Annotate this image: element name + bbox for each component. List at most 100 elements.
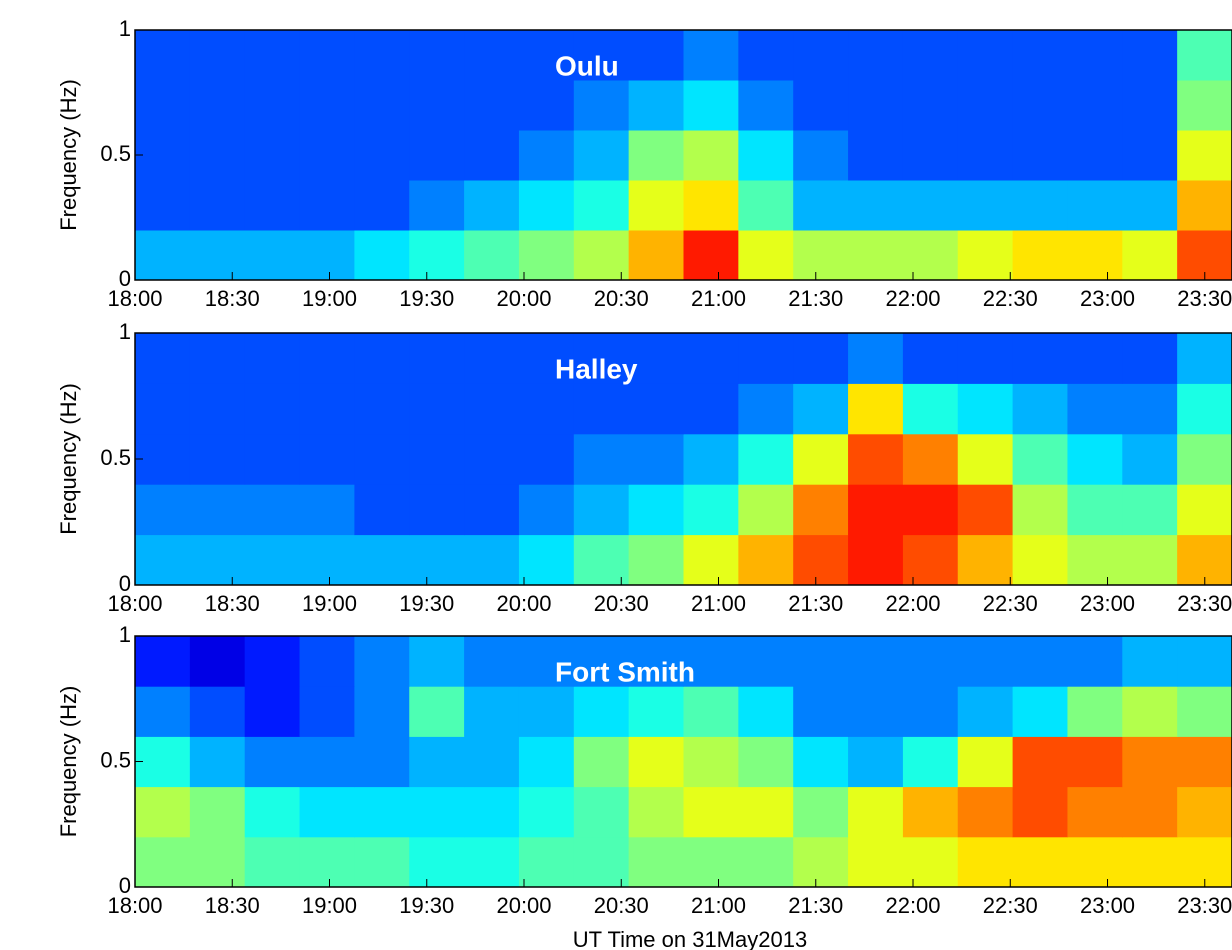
heat-cell — [135, 130, 191, 181]
heat-cell — [848, 333, 904, 384]
heat-cell — [189, 786, 246, 838]
heat-cell — [628, 786, 684, 838]
heat-cell — [1012, 333, 1068, 384]
heat-cell — [573, 786, 630, 838]
heat-cell — [628, 686, 684, 737]
heat-cell — [1067, 30, 1123, 81]
heat-cell — [1012, 383, 1068, 435]
x-tick-label: 19:00 — [302, 286, 357, 311]
x-tick-label: 20:30 — [594, 893, 649, 918]
x-axis-label: UT Time on 31May2013 — [573, 927, 807, 950]
x-tick-label: 22:30 — [983, 286, 1038, 311]
heat-cell — [464, 230, 520, 281]
heat-cell — [1177, 686, 1232, 737]
heat-cell — [573, 686, 630, 737]
heat-cell — [902, 433, 959, 485]
heat-cell — [628, 484, 684, 536]
heat-cell — [738, 230, 794, 281]
heat-cell — [738, 333, 794, 384]
heat-cell — [683, 836, 739, 888]
heat-cell — [628, 30, 684, 81]
heat-cell — [299, 80, 355, 131]
heat-cell — [518, 130, 575, 181]
heat-cell — [738, 836, 794, 888]
heat-cell — [244, 230, 301, 281]
heat-cell — [1122, 484, 1178, 536]
heat-cell — [1122, 736, 1178, 788]
heat-cell — [683, 484, 739, 536]
heat-cell — [902, 686, 959, 737]
heat-cell — [135, 30, 191, 81]
heat-cell — [354, 786, 410, 838]
x-tick-label: 22:00 — [885, 591, 940, 616]
heat-cell — [189, 180, 246, 231]
x-tick-label: 20:30 — [594, 286, 649, 311]
heat-cell — [135, 636, 191, 687]
heat-cell — [354, 636, 410, 687]
heat-cell — [354, 383, 410, 435]
x-tick-label: 18:00 — [107, 893, 162, 918]
heat-cell — [1067, 230, 1123, 281]
heat-cell — [573, 433, 630, 485]
heat-cell — [135, 736, 191, 788]
heat-cell — [793, 180, 849, 231]
heat-cell — [189, 686, 246, 737]
heat-cell — [1012, 534, 1068, 586]
heat-cell — [902, 180, 959, 231]
heat-cell — [793, 786, 849, 838]
heat-cell — [902, 333, 959, 384]
x-tick-label: 20:30 — [594, 591, 649, 616]
heat-cell — [683, 534, 739, 586]
heat-cell — [1067, 333, 1123, 384]
y-tick-label: 0 — [119, 571, 131, 596]
heat-cell — [628, 433, 684, 485]
heat-cell — [244, 180, 301, 231]
heat-cell — [1067, 534, 1123, 586]
x-tick-label: 23:30 — [1177, 893, 1232, 918]
heat-cell — [683, 333, 739, 384]
heat-cell — [244, 836, 301, 888]
x-tick-label: 19:30 — [399, 893, 454, 918]
heat-cell — [464, 130, 520, 181]
heat-cell — [518, 484, 575, 536]
heat-cell — [135, 80, 191, 131]
heat-cell — [902, 636, 959, 687]
x-tick-label: 19:00 — [302, 893, 357, 918]
heat-cell — [299, 130, 355, 181]
heat-cell — [518, 180, 575, 231]
heat-cell — [902, 230, 959, 281]
heat-cell — [848, 786, 904, 838]
heat-cell — [848, 230, 904, 281]
heat-cell — [738, 484, 794, 536]
y-axis-label: Frequency (Hz) — [56, 383, 81, 535]
panel-title: Oulu — [555, 50, 619, 81]
heat-cell — [409, 433, 465, 485]
heat-cell — [1012, 80, 1068, 131]
heat-cell — [244, 433, 301, 485]
heat-cell — [135, 333, 191, 384]
heat-cell — [957, 484, 1014, 536]
heat-cell — [793, 636, 849, 687]
heat-cell — [299, 636, 355, 687]
heat-cell — [189, 636, 246, 687]
heat-cell — [1012, 130, 1068, 181]
heat-cell — [354, 484, 410, 536]
heat-cell — [464, 636, 520, 687]
heat-cell — [518, 230, 575, 281]
heat-cell — [135, 484, 191, 536]
heat-cell — [135, 180, 191, 231]
heat-cell — [573, 180, 630, 231]
heat-cell — [793, 534, 849, 586]
heat-cell — [683, 736, 739, 788]
heat-cell — [1122, 836, 1178, 888]
x-tick-label: 21:00 — [691, 893, 746, 918]
heat-cell — [848, 636, 904, 687]
x-tick-label: 18:30 — [205, 286, 260, 311]
heat-cell — [573, 836, 630, 888]
heat-cell — [518, 433, 575, 485]
x-tick-label: 18:30 — [205, 893, 260, 918]
heat-cell — [628, 736, 684, 788]
heat-cell — [464, 786, 520, 838]
heat-cell — [1012, 484, 1068, 536]
heat-cell — [683, 80, 739, 131]
